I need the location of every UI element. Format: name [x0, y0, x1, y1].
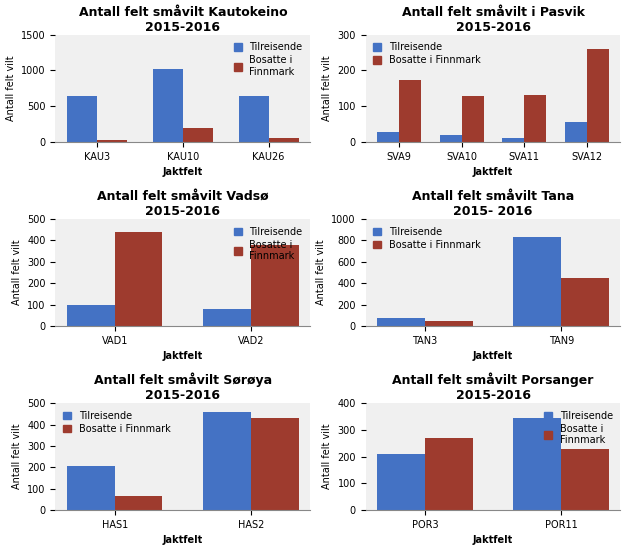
Bar	[67, 466, 115, 510]
Title: Antall felt småvilt Tana
2015- 2016: Antall felt småvilt Tana 2015- 2016	[412, 190, 574, 218]
Bar	[67, 96, 97, 142]
X-axis label: Jaktfelt: Jaktfelt	[473, 536, 513, 545]
Bar	[425, 321, 473, 326]
Legend: Tilreisende, Bosatte i
Finnmark: Tilreisende, Bosatte i Finnmark	[541, 408, 615, 449]
Y-axis label: Antall felt vilt: Antall felt vilt	[316, 240, 326, 305]
Legend: Tilreisende, Bosatte i Finnmark: Tilreisende, Bosatte i Finnmark	[371, 40, 484, 68]
Bar	[239, 96, 269, 142]
Legend: Tilreisende, Bosatte i Finnmark: Tilreisende, Bosatte i Finnmark	[371, 224, 484, 252]
Bar	[251, 245, 299, 326]
Y-axis label: Antall felt vilt: Antall felt vilt	[322, 424, 332, 489]
Bar	[587, 49, 609, 142]
Bar	[377, 132, 399, 142]
Bar	[269, 138, 299, 142]
Legend: Tilreisende, Bosatte i
Finnmark: Tilreisende, Bosatte i Finnmark	[231, 224, 305, 264]
Bar	[115, 232, 162, 326]
Bar	[251, 418, 299, 510]
X-axis label: Jaktfelt: Jaktfelt	[163, 351, 203, 361]
Bar	[513, 237, 561, 326]
Title: Antall felt småvilt i Pasvik
2015-2016: Antall felt småvilt i Pasvik 2015-2016	[401, 6, 585, 34]
Bar	[115, 496, 162, 510]
Bar	[399, 80, 421, 142]
Y-axis label: Antall felt vilt: Antall felt vilt	[322, 56, 332, 121]
Bar	[377, 318, 425, 326]
Title: Antall felt småvilt Sørøya
2015-2016: Antall felt småvilt Sørøya 2015-2016	[94, 372, 272, 402]
X-axis label: Jaktfelt: Jaktfelt	[473, 351, 513, 361]
Bar	[561, 278, 609, 326]
Bar	[425, 438, 473, 510]
X-axis label: Jaktfelt: Jaktfelt	[163, 167, 203, 177]
Bar	[153, 69, 183, 142]
Bar	[97, 140, 127, 142]
Bar	[565, 122, 587, 142]
X-axis label: Jaktfelt: Jaktfelt	[163, 536, 203, 545]
Bar	[203, 412, 251, 510]
Y-axis label: Antall felt vilt: Antall felt vilt	[6, 56, 16, 121]
Y-axis label: Antall felt vilt: Antall felt vilt	[12, 240, 22, 305]
Bar	[503, 138, 525, 142]
Title: Antall felt småvilt Porsanger
2015-2016: Antall felt småvilt Porsanger 2015-2016	[393, 372, 593, 402]
Bar	[203, 309, 251, 326]
Bar	[67, 305, 115, 326]
Bar	[525, 95, 546, 142]
Bar	[377, 454, 425, 510]
Title: Antall felt småvilt Vadsø
2015-2016: Antall felt småvilt Vadsø 2015-2016	[97, 190, 269, 218]
Bar	[513, 418, 561, 510]
Bar	[561, 449, 609, 510]
Title: Antall felt småvilt Kautokeino
2015-2016: Antall felt småvilt Kautokeino 2015-2016	[78, 6, 287, 34]
Bar	[183, 127, 213, 142]
Legend: Tilreisende, Bosatte i
Finnmark: Tilreisende, Bosatte i Finnmark	[231, 40, 305, 80]
Bar	[440, 136, 462, 142]
Bar	[462, 96, 484, 142]
Y-axis label: Antall felt vilt: Antall felt vilt	[12, 424, 22, 489]
Legend: Tilreisende, Bosatte i Finnmark: Tilreisende, Bosatte i Finnmark	[60, 408, 173, 437]
X-axis label: Jaktfelt: Jaktfelt	[473, 167, 513, 177]
